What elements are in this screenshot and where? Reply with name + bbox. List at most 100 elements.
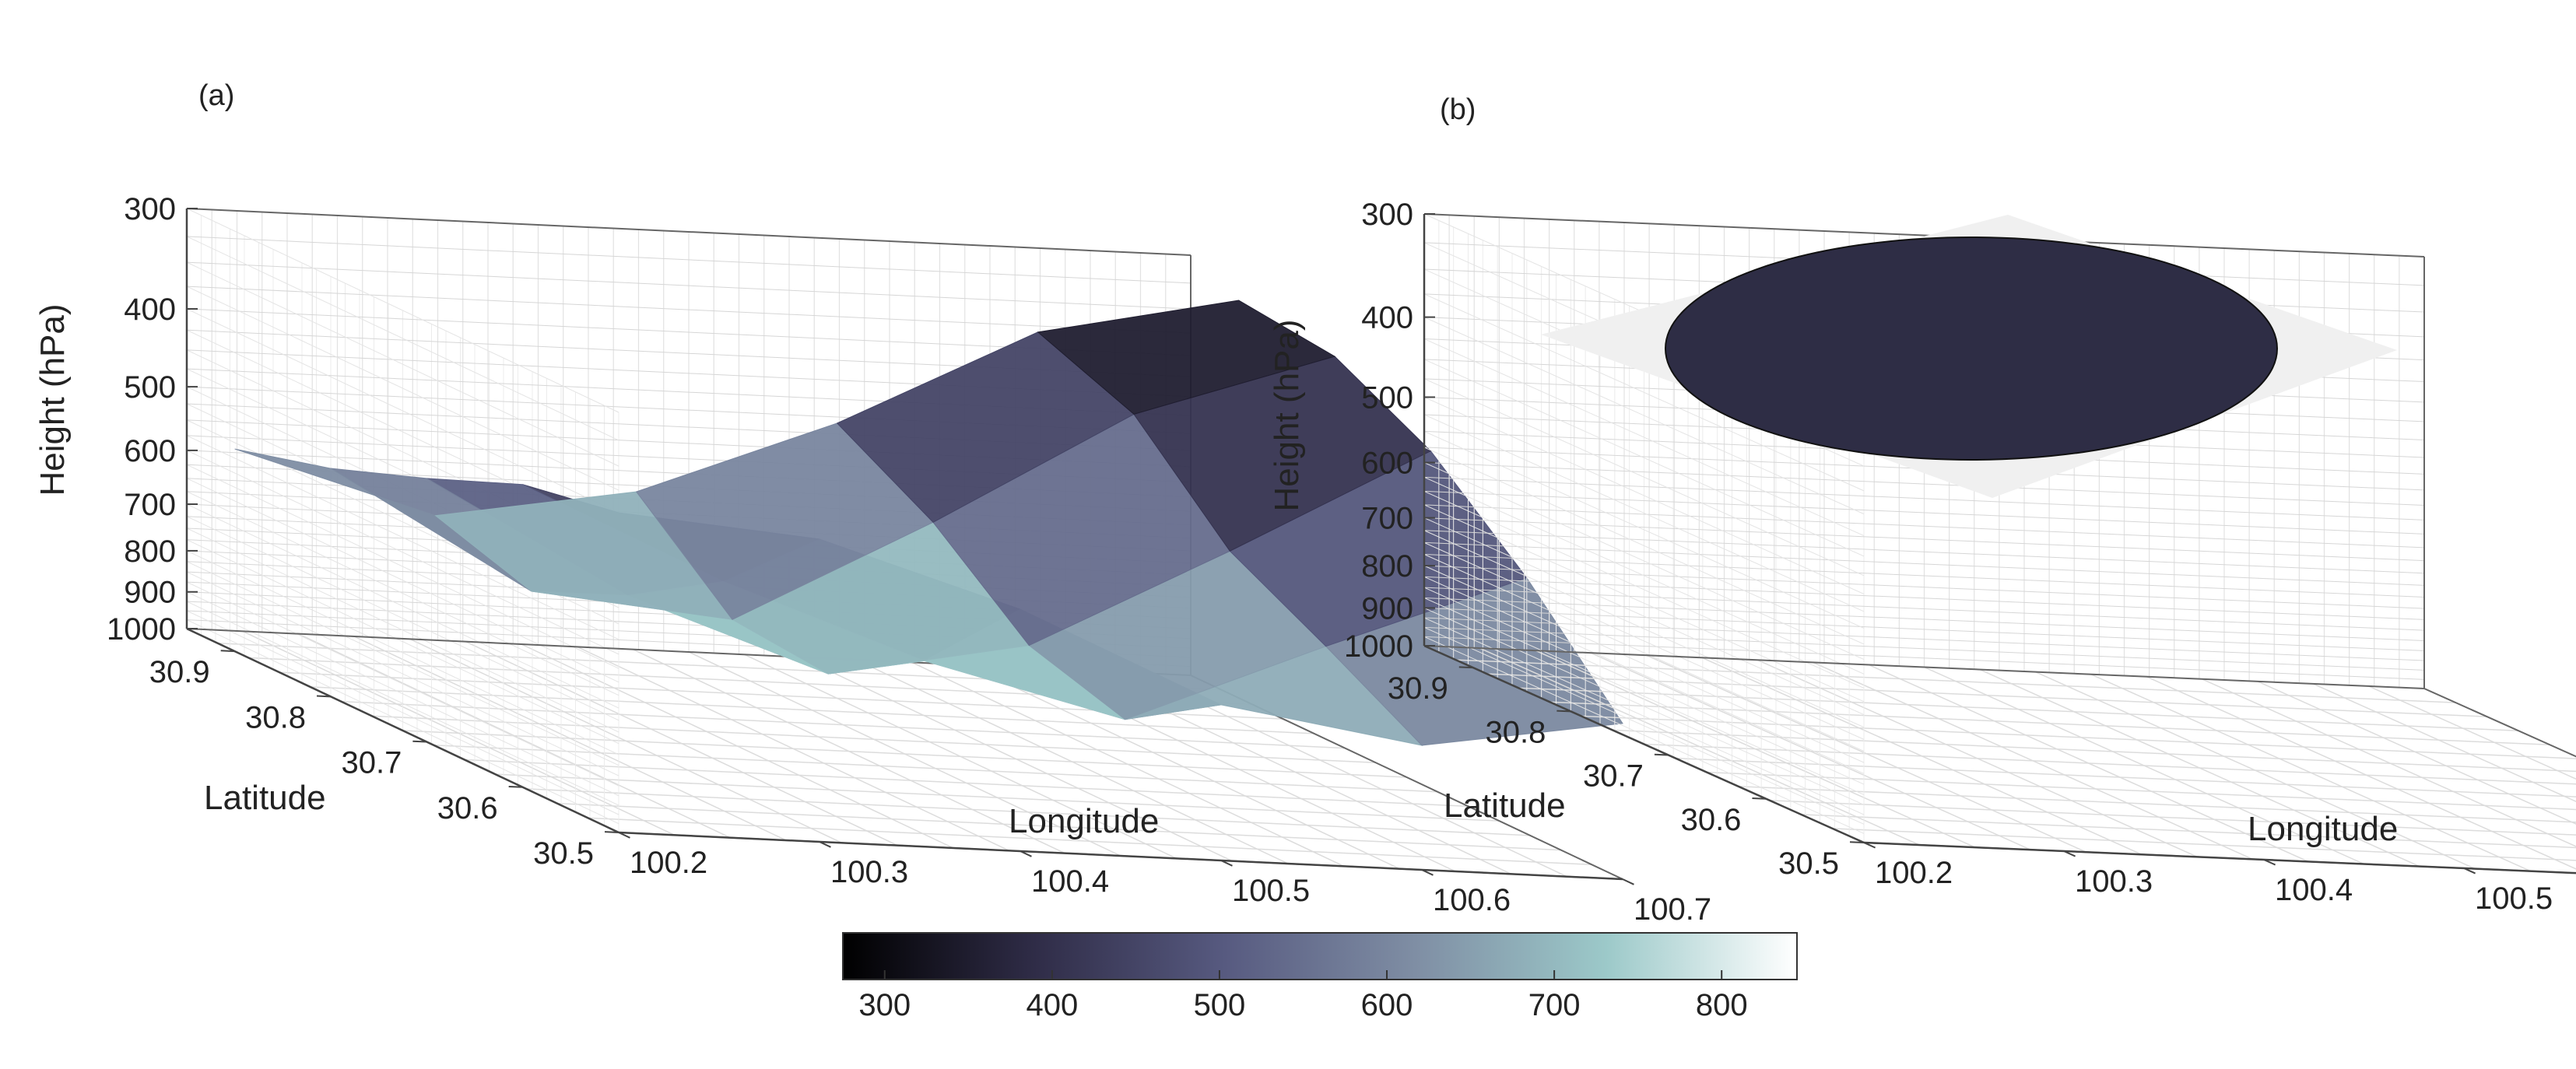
wall-level-line — [186, 286, 619, 491]
wall-level-line — [1423, 576, 1865, 774]
panel-a-longitude-ticks: 100.2 100.3 100.4 100.5 100.6 100.7 — [618, 832, 1711, 927]
latitude-tick-label: 30.9 — [149, 655, 210, 689]
longitude-tick-mark — [819, 841, 831, 848]
latitude-tick-label: 30.8 — [1485, 715, 1546, 749]
surface-patch — [1037, 300, 1336, 415]
wall-level-line — [1423, 565, 2425, 609]
wall-level-line — [1423, 338, 1865, 537]
floor-gridline — [1486, 673, 2487, 717]
box-edge — [1863, 842, 2576, 874]
wall-level-line — [1423, 490, 1865, 689]
colorbar-tick-label: 800 — [1696, 988, 1748, 1022]
longitude-tick-mark — [1020, 850, 1032, 857]
wall-level-line — [186, 236, 619, 441]
panel-a-latitude-label: Latitude — [204, 779, 326, 817]
wall-level-line — [1423, 542, 1865, 740]
latitude-tick-label: 30.6 — [437, 791, 498, 825]
wall-level-line — [186, 527, 619, 733]
colorbar-tick-label: 300 — [858, 988, 911, 1022]
wall-level-line — [1423, 607, 1865, 805]
wall-level-line — [186, 610, 619, 815]
latitude-axis-line — [1423, 644, 1865, 844]
wall-level-line — [186, 208, 619, 413]
longitude-tick-mark — [1622, 878, 1634, 885]
wall-level-line — [1423, 636, 1865, 834]
latitude-tick-label: 30.7 — [1583, 759, 1644, 794]
longitude-tick-mark — [2263, 859, 2276, 866]
wall-level-line — [1423, 554, 1865, 752]
wall-level-line — [186, 236, 1191, 284]
wall-level-line — [186, 435, 619, 640]
panel-a-surface — [234, 300, 1623, 746]
panel-a-label: (a) — [198, 79, 234, 112]
panel-b-disk — [1665, 237, 2278, 461]
latitude-tick-mark — [1752, 797, 1767, 800]
latitude-tick-label: 30.5 — [533, 836, 594, 871]
panel-b-label: (b) — [1440, 93, 1476, 126]
wall-level-line — [1423, 565, 1865, 763]
wall-level-line — [186, 550, 619, 755]
wall-level-line — [186, 619, 619, 825]
longitude-tick-label: 100.3 — [830, 855, 908, 889]
colorbar-tick-label: 600 — [1361, 988, 1413, 1022]
floor-gridline — [588, 817, 1592, 866]
latitude-tick-mark — [1556, 710, 1571, 713]
floor-gridline — [1581, 715, 2576, 759]
box-edge — [1423, 645, 2425, 689]
height-tick-label: 1000 — [107, 612, 176, 647]
wall-level-line — [186, 516, 619, 721]
height-tick-label: 800 — [1361, 549, 1413, 584]
height-tick-label: 400 — [124, 293, 176, 327]
wall-level-line — [1423, 542, 2425, 586]
panel-b-height-label: Height (hPa) — [1268, 319, 1306, 511]
height-tick-label: 700 — [1361, 502, 1413, 536]
wall-level-line — [186, 261, 619, 467]
wall-level-line — [1423, 490, 2425, 534]
wall-level-line — [186, 591, 619, 797]
longitude-tick-mark — [2063, 850, 2076, 857]
wall-level-line — [1423, 587, 1865, 785]
height-tick-label: 500 — [124, 370, 176, 405]
wall-level-line — [1423, 617, 1865, 815]
panel-a-latitude-ticks: 30.5 30.6 30.7 30.8 30.9 — [149, 650, 619, 871]
wall-level-line — [1423, 293, 1865, 492]
floor-gridline — [1644, 743, 2576, 785]
latitude-tick-mark — [1849, 841, 1865, 843]
height-tick-label: 400 — [1361, 301, 1413, 335]
latitude-tick-label: 30.9 — [1388, 671, 1448, 706]
latitude-tick-label: 30.7 — [341, 746, 402, 780]
wall-level-line — [1423, 462, 1865, 660]
wall-level-line — [186, 581, 619, 787]
latitude-tick-mark — [220, 650, 235, 653]
wall-level-line — [1423, 504, 1865, 703]
floor-gridline — [1738, 785, 2576, 823]
panel-b-latitude-ticks: 30.5 30.6 30.7 30.8 30.9 — [1388, 666, 1865, 881]
floor-gridline — [1863, 842, 2576, 874]
longitude-tick-label: 100.5 — [2475, 881, 2553, 916]
wall-level-line — [1423, 476, 2425, 520]
panel-b-latitude-label: Latitude — [1444, 787, 1566, 825]
latitude-tick-label: 30.8 — [245, 700, 306, 734]
latitude-tick-label: 30.5 — [1778, 846, 1839, 881]
wall-level-line — [1423, 397, 1865, 594]
wall-level-line — [186, 491, 619, 696]
wall-level-line — [186, 286, 1191, 334]
longitude-tick-mark — [1220, 860, 1233, 867]
wall-level-line — [186, 261, 1191, 310]
wall-level-line — [186, 450, 619, 655]
floor-gridline — [495, 773, 1500, 822]
floor-gridline — [1613, 729, 2576, 773]
box-edge — [1423, 213, 2425, 258]
floor-gridline — [526, 788, 1531, 836]
floor-gridline — [433, 744, 1438, 793]
wall-level-line — [1423, 607, 2425, 651]
wall-level-line — [1423, 462, 2425, 506]
longitude-tick-mark — [1421, 869, 1434, 876]
wall-level-line — [1423, 530, 1865, 728]
wall-level-line — [1423, 517, 1865, 716]
box-edge — [186, 208, 1191, 256]
height-tick-label: 300 — [124, 192, 176, 226]
floor-gridline — [556, 802, 1561, 851]
